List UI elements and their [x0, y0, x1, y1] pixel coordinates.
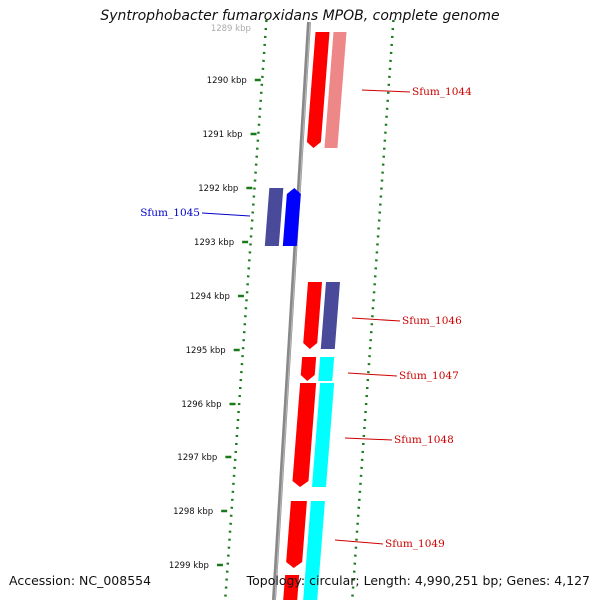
gene-sfum-1048-arrow [292, 383, 317, 487]
dotted-guide-lines [223, 19, 395, 600]
gene-label-leader [201, 212, 251, 217]
gene-label: Sfum_1047 [399, 370, 459, 382]
gene-sfum-1046-arrow [303, 282, 323, 349]
scale-tick-label: 1294 kbp [190, 292, 230, 302]
gene-features [264, 32, 347, 600]
accession-text: Accession: NC_008554 [9, 573, 152, 588]
scale-tick-label: 1291 kbp [202, 130, 242, 140]
gene-label-leader [344, 437, 393, 441]
genome-line-highlight [274, 21, 311, 600]
gene-label: Sfum_1044 [412, 86, 472, 98]
gene-bottom-partial [283, 575, 300, 600]
scale-tick-label: 1296 kbp [181, 400, 221, 410]
genome-title: Syntrophobacter fumaroxidans MPOB, compl… [100, 8, 500, 24]
topology-text: Topology: circular; Length: 4,990,251 bp… [246, 573, 590, 588]
gene-sfum-1049-box [303, 501, 325, 600]
gene-label: Sfum_1048 [394, 434, 454, 446]
scale-tick-label: 1292 kbp [198, 184, 238, 194]
gene-sfum-1044-arrow [306, 32, 330, 148]
right-dotted-line [350, 19, 395, 600]
gene-sfum-1047-arrow [300, 357, 317, 381]
genome-backbone [272, 21, 311, 600]
scale-tick-label: 1299 kbp [169, 561, 209, 571]
gene-sfum-1046-box [320, 282, 341, 349]
gene-label: Sfum_1049 [385, 538, 445, 550]
gene-sfum-1045-arrow [282, 188, 301, 246]
scale-tick-label: 1293 kbp [194, 238, 234, 248]
scale-tick-label: 1295 kbp [186, 346, 226, 356]
scale-tick-label: 1297 kbp [177, 453, 217, 463]
gene-label-leader [361, 89, 411, 93]
gene-sfum-1045-box [264, 188, 284, 246]
gene-label-leader [334, 539, 384, 545]
left-dotted-line [223, 19, 268, 600]
gene-sfum-1047-box [318, 357, 335, 381]
gene-label: Sfum_1045 [140, 207, 200, 219]
gene-label: Sfum_1046 [402, 315, 462, 327]
gene-sfum-1044-box [324, 32, 347, 148]
gene-label-leader [351, 317, 401, 322]
gene-sfum-1048-box [312, 383, 335, 487]
scale-tick-label: 1298 kbp [173, 507, 213, 517]
scale-tick-label: 1290 kbp [207, 76, 247, 86]
gene-labels: Sfum_1044 Sfum_1045 Sfum_1046 Sfum_1047 Sfum… [140, 86, 472, 550]
scale-tick-label-partial: 1289 kbp [211, 24, 251, 34]
genome-line [272, 21, 311, 600]
gene-label-leader [347, 372, 398, 377]
scale-ticks: 1290 kbp 1291 kbp 1292 kbp 1293 kbp 1294 kbp… [169, 24, 261, 571]
gene-sfum-1049-arrow [286, 501, 307, 568]
